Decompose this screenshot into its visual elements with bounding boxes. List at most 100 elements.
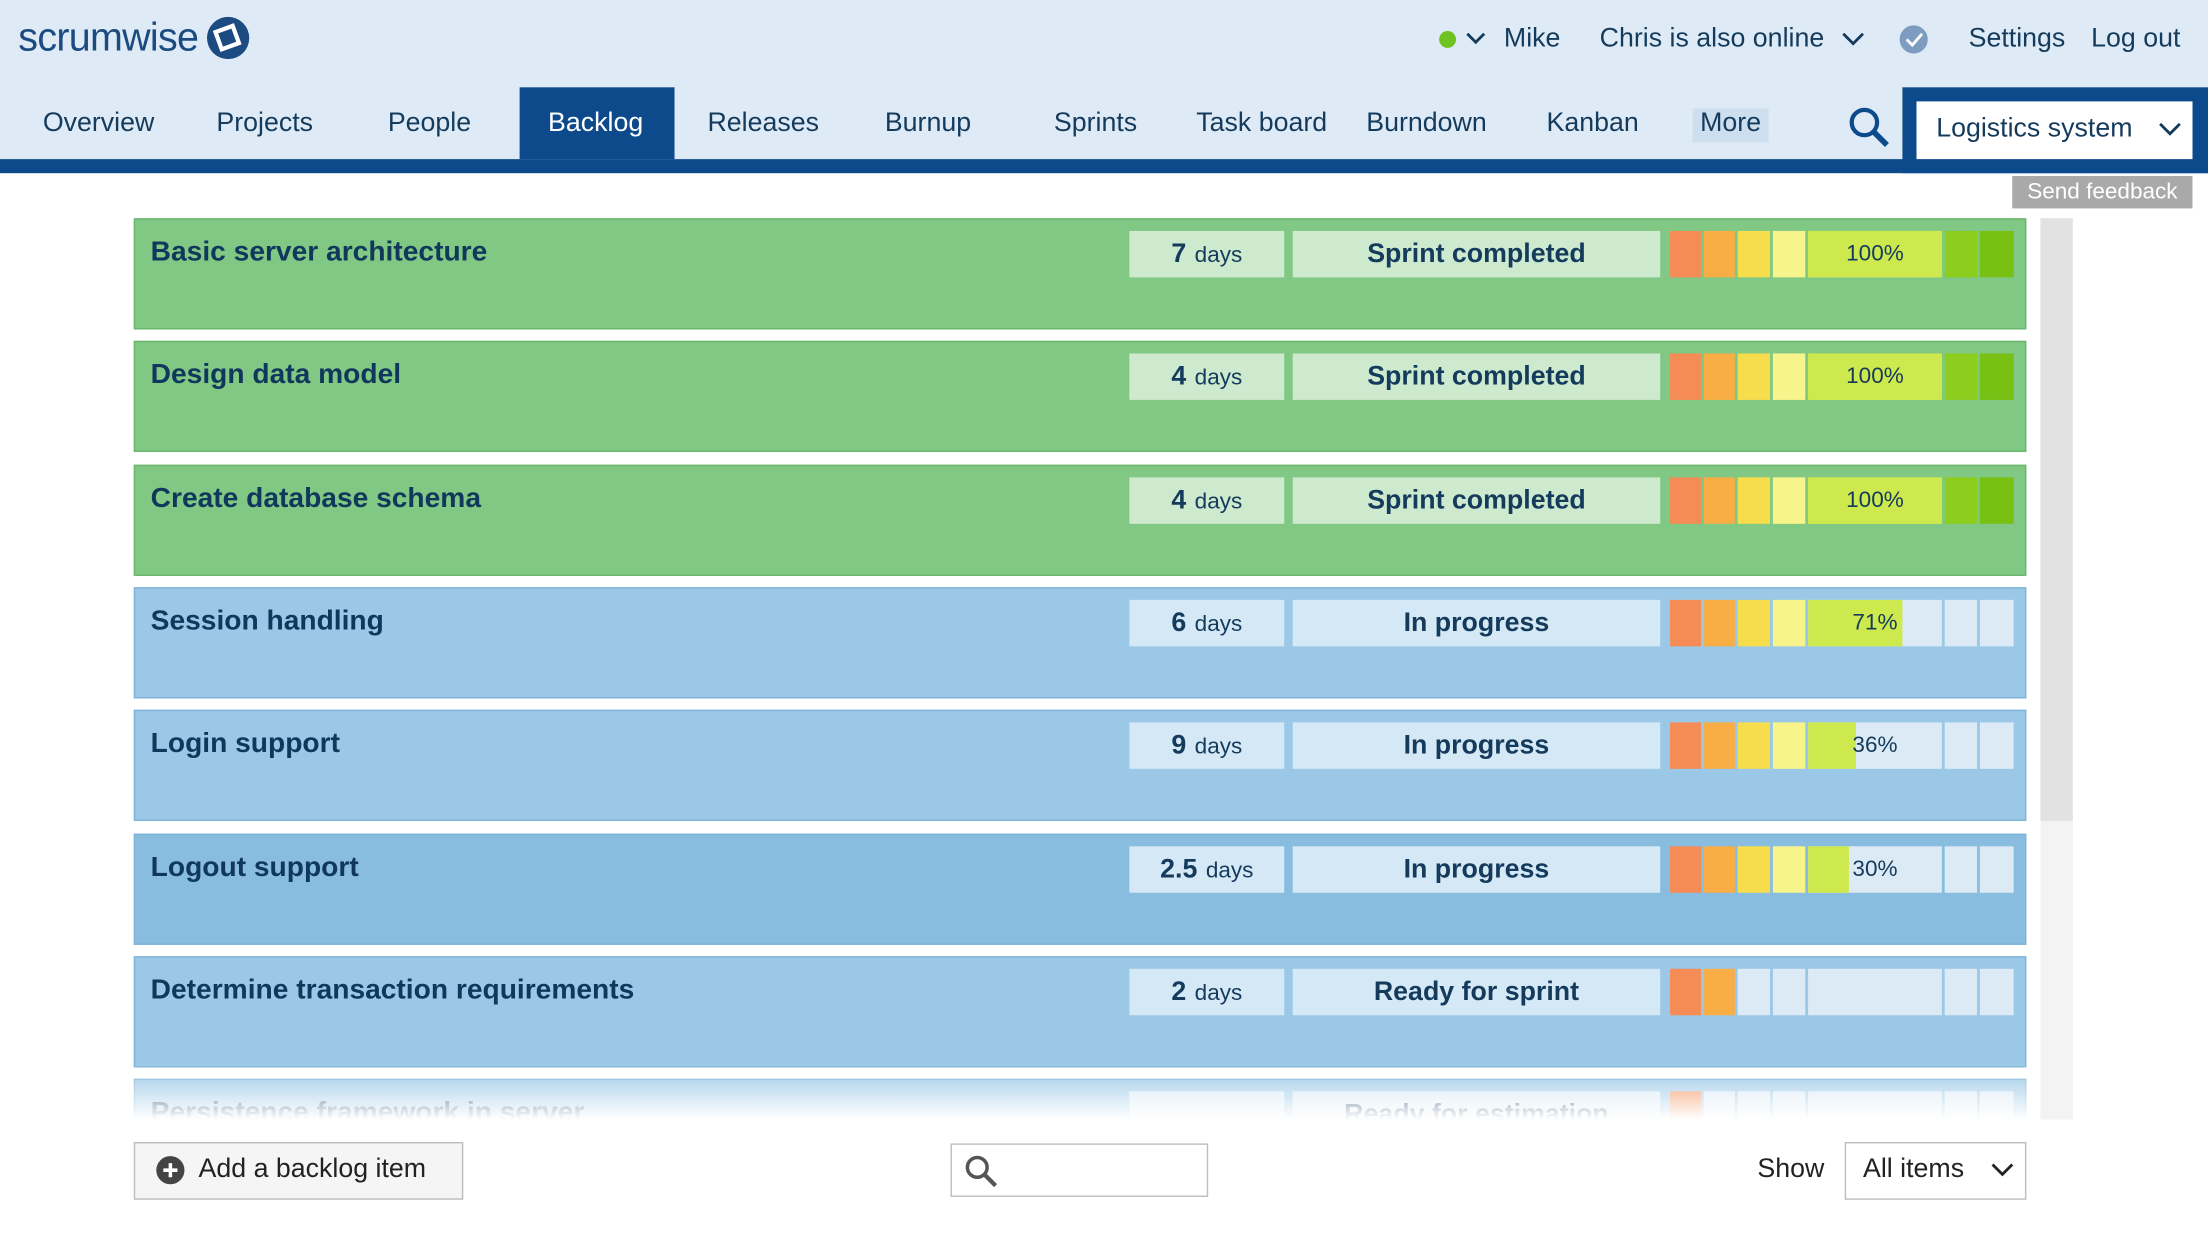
nav-item[interactable]: Releases — [707, 108, 819, 138]
stage-segment — [1944, 968, 1978, 1015]
backlog-row[interactable]: Basic server architecture 7 days Sprint com… — [133, 218, 2027, 330]
online-users[interactable]: Chris is also online — [1599, 23, 1825, 54]
item-title[interactable]: Basic server architecture — [150, 236, 488, 268]
backlog-row[interactable]: Logout support 2.5 days In progress 30% — [133, 832, 2027, 945]
estimate: 2 days — [1129, 968, 1285, 1015]
backlog-row[interactable]: Login support 9 days In progress 36% — [133, 709, 2027, 822]
nav-item[interactable]: Sprints — [1053, 108, 1138, 138]
backlog-row[interactable]: Design data model 4 days Sprint completed 10… — [133, 341, 2027, 453]
stage-segment — [1703, 599, 1735, 647]
progress-label: 71% — [1852, 610, 1898, 635]
nav-item[interactable]: Task board — [1196, 108, 1328, 138]
nav-item[interactable]: Projects — [216, 108, 314, 138]
project-select[interactable] — [1916, 101, 2193, 160]
status: Sprint completed — [1292, 476, 1661, 524]
estimate-unit: days — [1194, 489, 1243, 514]
search-box[interactable] — [950, 1143, 1209, 1197]
stage-segment: 100% — [1808, 353, 1942, 401]
stage-segment — [1979, 599, 2014, 647]
logo[interactable]: scrumwise — [18, 15, 199, 60]
stage-segment — [1670, 230, 1702, 278]
logout-link[interactable]: Log out — [2091, 23, 2181, 54]
show-label: Show — [1757, 1154, 1825, 1185]
status: In progress — [1292, 599, 1661, 647]
stage-segment — [1944, 845, 1978, 893]
add-button[interactable] — [133, 1142, 464, 1200]
estimate-unit: days — [1194, 735, 1243, 760]
nav-item[interactable]: More — [1700, 108, 1762, 138]
backlog-row[interactable]: Session handling 6 days In progress 71% — [133, 587, 2027, 699]
stage-segment — [1772, 722, 1806, 770]
estimate-value: 2 — [1171, 976, 1187, 1007]
nav-item[interactable]: Burndown — [1366, 108, 1487, 138]
add-label[interactable]: Add a backlog item — [198, 1154, 427, 1185]
stage-segment — [1979, 968, 2014, 1015]
chevron — [2159, 122, 2181, 136]
stage-segment — [1670, 599, 1702, 647]
scrollbar[interactable] — [2040, 218, 2073, 1120]
feedback-button[interactable]: Send feedback — [2012, 176, 2193, 209]
stage-segment — [1772, 845, 1806, 893]
stage-segment — [1670, 968, 1702, 1015]
plus-icon — [156, 1156, 185, 1185]
estimate: 9 days — [1129, 722, 1285, 770]
stage-segment — [1808, 968, 1942, 1015]
backlog-row[interactable]: Determine transaction requirements 2 days R… — [133, 955, 2027, 1068]
progress-label: 100% — [1846, 365, 1904, 390]
filter-value[interactable]: All items — [1862, 1154, 1965, 1185]
progress-label: 100% — [1846, 242, 1904, 267]
estimate-value: 7 — [1171, 239, 1187, 269]
search-icon[interactable] — [1848, 106, 1893, 151]
project-name[interactable]: Logistics system — [1936, 114, 2133, 144]
stage-segment — [1703, 476, 1735, 524]
settings-link[interactable]: Settings — [1968, 23, 2066, 54]
backlog-list: Basic server architecture 7 days Sprint com… — [133, 218, 2027, 1120]
nav-item[interactable]: Burnup — [884, 108, 972, 138]
top-bar — [0, 0, 2208, 160]
stage-segment — [1979, 353, 2014, 401]
item-title[interactable]: Determine transaction requirements — [150, 974, 635, 1006]
status: In progress — [1292, 722, 1661, 770]
stage-segment — [1772, 476, 1806, 524]
estimate: 4 days — [1129, 476, 1285, 524]
filter-select[interactable] — [1844, 1142, 2027, 1200]
backlog-row[interactable]: Create database schema 4 days Sprint comple… — [133, 464, 2027, 576]
stage-segment — [1737, 722, 1771, 770]
estimate-value: 2.5 — [1160, 854, 1198, 884]
status-menu[interactable] — [1436, 25, 1492, 53]
stage-segment: 36% — [1808, 722, 1942, 770]
chevron — [1842, 32, 1864, 46]
nav-active — [519, 87, 675, 160]
stage-segment — [1772, 968, 1806, 1015]
progress-fill — [1808, 845, 1849, 893]
stage-segment — [1944, 476, 1978, 524]
estimate: 4 days — [1129, 353, 1285, 401]
item-title[interactable]: Create database schema — [150, 482, 481, 514]
stage-segment — [1703, 353, 1735, 401]
estimate-value: 6 — [1171, 608, 1187, 638]
logo-icon — [206, 16, 250, 60]
nav-item[interactable]: People — [387, 108, 472, 138]
nav-item[interactable]: Overview — [42, 108, 155, 138]
estimate: 7 days — [1129, 230, 1285, 278]
estimate-value: 4 — [1171, 485, 1187, 515]
item-title[interactable]: Design data model — [150, 359, 402, 391]
stage-segment — [1944, 353, 1978, 401]
nav-item[interactable]: Backlog — [548, 108, 644, 138]
stage-segment — [1979, 476, 2014, 524]
nav-item[interactable]: Kanban — [1546, 108, 1639, 138]
item-title[interactable]: Session handling — [150, 605, 384, 637]
stage-segment — [1944, 599, 1978, 647]
estimate: 6 days — [1129, 599, 1285, 647]
stage-segment — [1670, 722, 1702, 770]
stage-segment — [1979, 722, 2014, 770]
item-title[interactable]: Login support — [150, 728, 340, 760]
check-icon[interactable] — [1898, 24, 1929, 55]
estimate: 2.5 days — [1129, 845, 1285, 893]
progress-fill — [1808, 230, 1942, 278]
estimate-value: 9 — [1171, 731, 1187, 761]
user-name[interactable]: Mike — [1503, 23, 1561, 54]
item-title[interactable]: Logout support — [150, 851, 359, 883]
progress-fill — [1808, 599, 1904, 647]
